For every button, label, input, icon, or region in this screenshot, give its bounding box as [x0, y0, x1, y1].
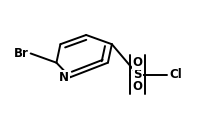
Text: S: S — [133, 68, 142, 81]
Text: Cl: Cl — [170, 68, 182, 81]
Text: O: O — [133, 56, 143, 69]
Text: Br: Br — [13, 47, 28, 60]
Text: N: N — [59, 71, 69, 84]
Text: O: O — [133, 80, 143, 93]
